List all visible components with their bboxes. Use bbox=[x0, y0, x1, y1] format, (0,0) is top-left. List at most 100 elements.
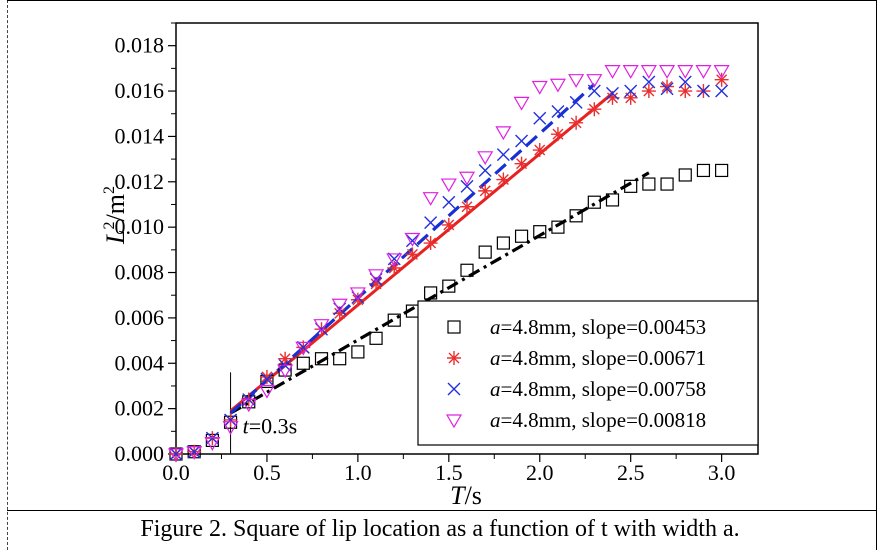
data-point-triangle bbox=[349, 287, 366, 302]
data-point-triangle bbox=[295, 341, 312, 356]
data-point-star bbox=[550, 127, 565, 142]
data-point-square bbox=[696, 163, 711, 178]
y-axis-label: L2/m2 bbox=[101, 186, 130, 245]
data-point-square bbox=[314, 352, 329, 366]
y-tick-label: 0.010 bbox=[115, 214, 165, 239]
legend-entry-label: a=4.8mm, slope=0.00671 bbox=[490, 346, 706, 370]
data-point-star bbox=[423, 236, 438, 251]
y-tick-label: 0.012 bbox=[115, 169, 165, 194]
data-point-square bbox=[460, 263, 474, 277]
data-point-triangle bbox=[240, 398, 257, 413]
data-point-triangle bbox=[695, 65, 712, 79]
data-point-triangle bbox=[222, 421, 239, 435]
data-point-triangle bbox=[167, 448, 185, 463]
x-tick-label: 2.5 bbox=[617, 460, 645, 485]
data-point-square bbox=[387, 313, 401, 327]
data-point-triangle bbox=[640, 65, 657, 79]
data-point-triangle bbox=[531, 80, 548, 95]
data-point-triangle bbox=[204, 437, 221, 451]
data-point-square bbox=[715, 163, 729, 178]
data-point-x bbox=[678, 75, 692, 89]
data-point-triangle bbox=[477, 151, 494, 166]
y-tick-label: 0.000 bbox=[115, 441, 165, 466]
data-point-star bbox=[605, 90, 620, 105]
data-point-square bbox=[533, 225, 547, 239]
data-point-x bbox=[496, 148, 510, 162]
data-point-star bbox=[660, 79, 675, 94]
fit-line-dash bbox=[229, 83, 596, 415]
x-tick-label: 3.0 bbox=[708, 460, 736, 485]
data-point-star bbox=[259, 369, 274, 384]
data-point-square bbox=[333, 352, 347, 366]
y-tick-label: 0.018 bbox=[115, 33, 165, 58]
x-tick-label: 1.0 bbox=[344, 460, 372, 485]
y-tick-label: 0.002 bbox=[115, 396, 165, 421]
data-point-x bbox=[642, 75, 656, 89]
data-point-square bbox=[660, 177, 674, 191]
data-point-triangle bbox=[677, 65, 694, 79]
data-point-square bbox=[296, 356, 310, 370]
data-point-x bbox=[387, 252, 401, 266]
data-point-star bbox=[447, 351, 461, 365]
data-point-star bbox=[569, 115, 584, 130]
data-point-star bbox=[441, 217, 456, 232]
data-point-square bbox=[605, 193, 620, 207]
data-point-square bbox=[642, 177, 656, 191]
data-point-star bbox=[623, 90, 638, 105]
data-point-triangle bbox=[404, 232, 421, 247]
x-tick-label: 0.0 bbox=[162, 460, 190, 485]
data-point-triangle bbox=[513, 96, 530, 111]
data-point-triangle bbox=[458, 171, 476, 186]
data-point-triangle bbox=[604, 65, 621, 79]
data-point-x bbox=[569, 95, 583, 109]
data-point-star bbox=[514, 156, 529, 171]
data-point-triangle bbox=[368, 269, 385, 283]
chart: 0.0 0.5 1.0 1.5 2.0 2.5 3.0 0.000 0.002 0.004 0.00… bbox=[101, 22, 759, 510]
plot-area: 0.0 0.5 1.0 1.5 2.0 2.5 3.0 0.000 0.002 0.004 0.00… bbox=[115, 22, 759, 485]
data-point-x bbox=[260, 372, 274, 386]
data-point-x bbox=[169, 447, 183, 461]
data-point-square bbox=[424, 286, 438, 300]
data-point-star bbox=[387, 260, 402, 275]
axes-frame bbox=[175, 22, 759, 455]
legend-box bbox=[417, 300, 759, 446]
data-point-triangle bbox=[586, 74, 603, 88]
data-point-x bbox=[660, 82, 674, 96]
figure-top-rule bbox=[7, 0, 877, 1]
data-point-x bbox=[478, 163, 492, 177]
x-tick-label: 0.5 bbox=[253, 460, 281, 485]
figure-caption: Figure 2. Square of lip location as a fu… bbox=[140, 516, 740, 542]
data-point-square bbox=[624, 179, 638, 193]
data-point-triangle bbox=[440, 178, 457, 193]
data-point-triangle bbox=[258, 384, 275, 399]
annotation-label: t=0.3s bbox=[243, 414, 298, 439]
data-point-x bbox=[460, 179, 474, 193]
data-point-triangle bbox=[495, 126, 512, 141]
data-point-triangle bbox=[331, 298, 348, 313]
data-point-square bbox=[442, 279, 456, 293]
data-point-x bbox=[715, 84, 729, 98]
data-point-triangle bbox=[549, 78, 566, 93]
data-point-star bbox=[478, 183, 493, 198]
data-point-star bbox=[678, 84, 693, 99]
data-point-square bbox=[551, 220, 565, 234]
data-point-star bbox=[332, 306, 347, 321]
x-tick-label: 2.0 bbox=[526, 460, 554, 485]
data-point-star bbox=[405, 247, 420, 262]
data-point-square bbox=[369, 331, 383, 345]
data-point-x bbox=[624, 84, 638, 98]
fit-line-solid bbox=[229, 92, 614, 413]
caption-divider bbox=[7, 510, 877, 511]
data-point-x bbox=[187, 445, 201, 459]
data-point-star bbox=[641, 84, 656, 99]
data-point-triangle bbox=[659, 65, 676, 79]
data-point-star bbox=[278, 351, 293, 366]
data-point-x bbox=[447, 382, 461, 396]
data-point-x bbox=[533, 111, 547, 125]
data-point-x bbox=[424, 216, 438, 230]
data-point-triangle bbox=[568, 74, 585, 88]
data-point-triangle bbox=[422, 192, 439, 206]
data-point-x bbox=[224, 413, 238, 427]
data-point-triangle bbox=[622, 65, 639, 79]
figure-frame bbox=[7, 0, 877, 550]
